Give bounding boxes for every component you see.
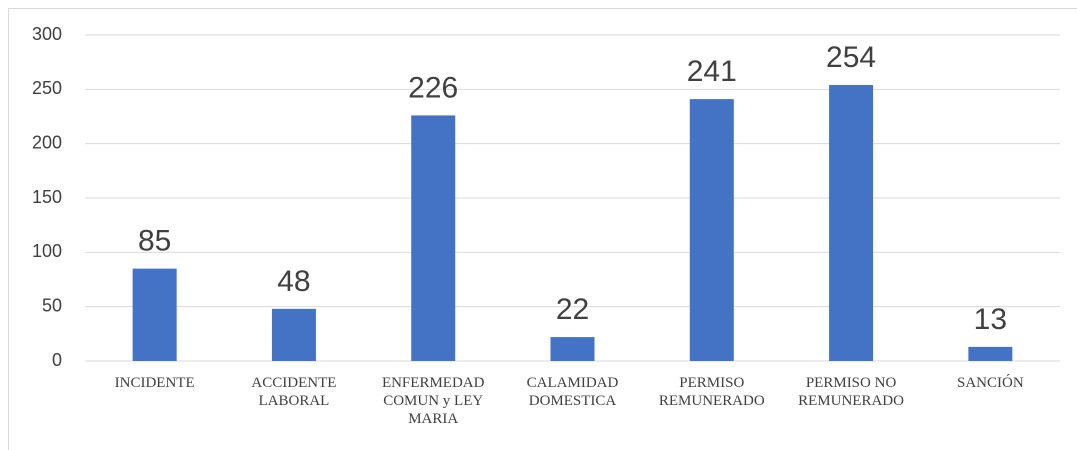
bar — [689, 99, 734, 361]
x-tick-label: PERMISO REMUNERADO — [658, 375, 765, 409]
bar — [411, 115, 456, 361]
data-label: 241 — [687, 55, 737, 88]
x-tick-label: INCIDENTE — [114, 375, 195, 391]
data-label: 85 — [138, 225, 171, 258]
data-label: 13 — [974, 303, 1007, 336]
x-tick-label: ENFERMEDAD COMUN y LEY MARIA — [381, 375, 485, 427]
x-tick-label: SANCIÓN — [957, 375, 1024, 391]
data-label: 226 — [408, 71, 458, 104]
y-tick-label: 150 — [32, 187, 62, 207]
y-tick-label: 100 — [32, 241, 62, 261]
bar — [829, 84, 874, 361]
bar — [271, 308, 316, 361]
y-tick-label: 200 — [32, 132, 62, 152]
data-label: 22 — [556, 293, 589, 326]
bar — [132, 268, 177, 361]
data-label: 48 — [277, 265, 310, 298]
y-tick-label: 0 — [52, 350, 62, 370]
y-tick-label: 50 — [42, 295, 62, 315]
bar — [968, 346, 1013, 361]
data-label: 254 — [826, 41, 876, 74]
bar — [550, 337, 595, 361]
y-tick-label: 300 — [32, 24, 62, 44]
x-tick-label: CALAMIDAD DOMESTICA — [526, 375, 619, 409]
x-tick-label: PERMISO NO REMUNERADO — [798, 375, 904, 409]
x-tick-label: ACCIDENTE LABORAL — [251, 375, 337, 409]
y-tick-label: 250 — [32, 78, 62, 98]
chart-frame — [8, 8, 1077, 450]
